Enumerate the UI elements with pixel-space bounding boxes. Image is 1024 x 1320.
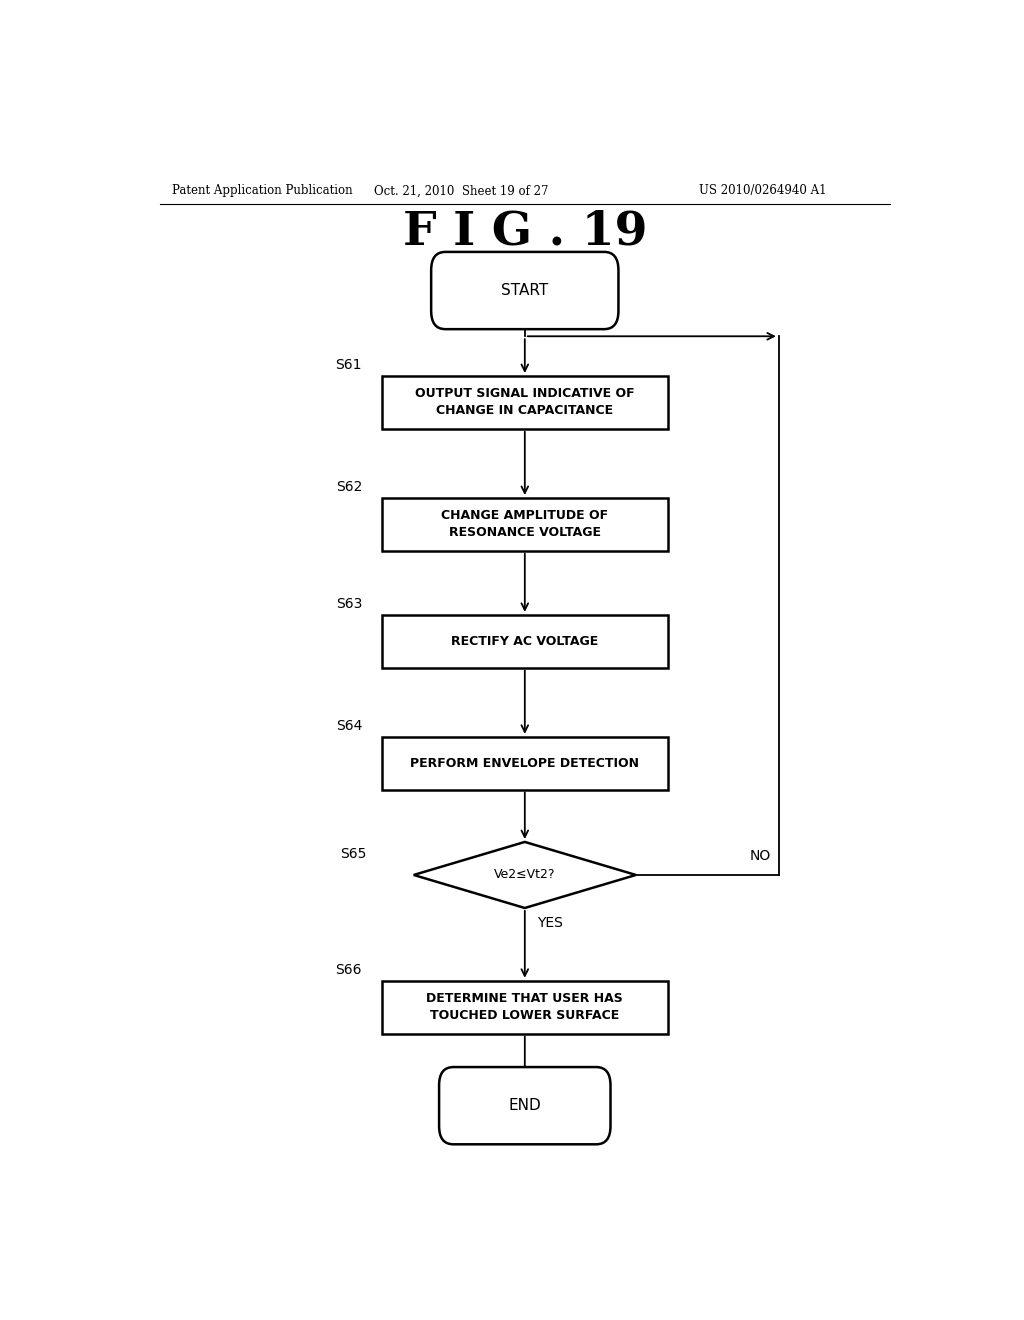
Bar: [382, 498, 668, 550]
Text: NO: NO: [750, 849, 771, 863]
Text: Oct. 21, 2010  Sheet 19 of 27: Oct. 21, 2010 Sheet 19 of 27: [374, 185, 549, 198]
Text: S61: S61: [336, 358, 362, 372]
Text: END: END: [509, 1098, 541, 1113]
Bar: [382, 615, 668, 668]
Text: DETERMINE THAT USER HAS
TOUCHED LOWER SURFACE: DETERMINE THAT USER HAS TOUCHED LOWER SU…: [426, 993, 624, 1022]
Text: S65: S65: [340, 847, 367, 861]
Text: F I G . 19: F I G . 19: [402, 209, 647, 255]
Text: PERFORM ENVELOPE DETECTION: PERFORM ENVELOPE DETECTION: [411, 756, 639, 770]
Text: S66: S66: [336, 962, 362, 977]
Text: RECTIFY AC VOLTAGE: RECTIFY AC VOLTAGE: [452, 635, 598, 648]
Text: Ve2≤Vt2?: Ve2≤Vt2?: [494, 869, 556, 882]
Text: CHANGE AMPLITUDE OF
RESONANCE VOLTAGE: CHANGE AMPLITUDE OF RESONANCE VOLTAGE: [441, 510, 608, 540]
Text: START: START: [501, 282, 549, 298]
Bar: [382, 376, 668, 429]
FancyBboxPatch shape: [439, 1067, 610, 1144]
Polygon shape: [414, 842, 636, 908]
Text: OUTPUT SIGNAL INDICATIVE OF
CHANGE IN CAPACITANCE: OUTPUT SIGNAL INDICATIVE OF CHANGE IN CA…: [415, 387, 635, 417]
Bar: [382, 737, 668, 789]
Text: S64: S64: [336, 718, 362, 733]
Text: S62: S62: [336, 479, 362, 494]
Text: US 2010/0264940 A1: US 2010/0264940 A1: [699, 185, 827, 198]
FancyBboxPatch shape: [431, 252, 618, 329]
Text: Patent Application Publication: Patent Application Publication: [172, 185, 352, 198]
Text: S63: S63: [336, 597, 362, 611]
Bar: [382, 981, 668, 1034]
Text: YES: YES: [537, 916, 562, 931]
